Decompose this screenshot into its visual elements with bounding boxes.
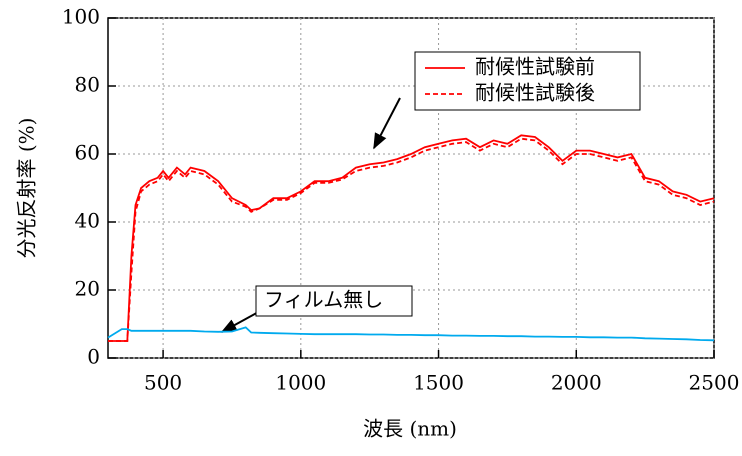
x-tick-label: 500 xyxy=(144,371,182,395)
x-tick-label: 2000 xyxy=(551,371,602,395)
legend-box xyxy=(414,51,641,111)
annotation: フィルム無し xyxy=(264,288,383,312)
legend-arrow xyxy=(373,97,401,150)
y-tick-label: 20 xyxy=(75,277,100,301)
x-tick-label: 2500 xyxy=(689,371,740,395)
y-tick-label: 80 xyxy=(75,73,100,97)
legend-label: 耐候性試験後 xyxy=(475,81,595,105)
x-tick-label: 1500 xyxy=(413,371,464,395)
x-tick-label: 1000 xyxy=(275,371,326,395)
annotation-box xyxy=(255,285,413,317)
series-line xyxy=(107,326,715,342)
y-tick-label: 40 xyxy=(75,209,100,233)
y-tick-label: 100 xyxy=(62,5,100,29)
y-axis-label: 分光反射率 (%) xyxy=(15,118,39,259)
series-line xyxy=(108,134,715,342)
y-tick-label: 60 xyxy=(75,141,100,165)
legend-label: 耐候性試験前 xyxy=(475,55,595,79)
y-tick-label: 0 xyxy=(87,345,100,369)
x-axis-label: 波長 (nm) xyxy=(363,417,457,441)
series-line xyxy=(108,137,715,342)
annotation-arrow xyxy=(220,309,263,333)
